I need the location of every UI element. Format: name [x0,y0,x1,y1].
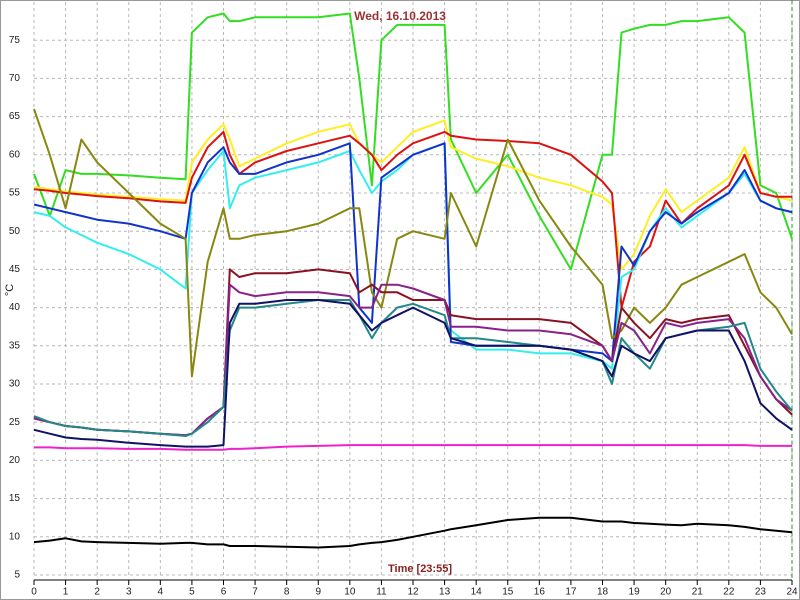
x-tick-label: 3 [126,587,132,598]
x-tick-label: 20 [660,587,672,598]
y-tick-label: 60 [9,149,21,160]
series-line [34,444,792,451]
y-tick-label: 70 [9,73,21,84]
x-tick-label: 23 [755,587,767,598]
y-tick-label: 30 [9,379,21,390]
x-tick-label: 2 [94,587,100,598]
series-line [33,142,793,370]
series-line [33,12,793,271]
lines [33,12,793,549]
y-tick-label: 65 [9,111,21,122]
x-tick-label: 21 [692,587,704,598]
x-tick-label: 18 [597,587,609,598]
x-tick-label: 15 [502,587,514,598]
x-tick-label: 7 [252,587,258,598]
x-tick-label: 9 [315,587,321,598]
series-line [33,130,792,309]
x-tick-label: 19 [629,587,641,598]
y-tick-label: 35 [9,340,21,351]
series-line [33,142,793,363]
chart-title: Wed, 16.10.2013 [354,9,446,23]
x-tick-label: 10 [344,587,356,598]
x-tick-label: 24 [786,587,798,598]
x-tick-label: 22 [723,587,735,598]
x-tick-label: 6 [221,587,227,598]
x-tick-label: 0 [31,587,37,598]
x-tick-label: 12 [407,587,419,598]
x-tick-label: 5 [189,587,195,598]
y-tick-label: 10 [9,531,21,542]
y-tick-label: 50 [9,226,21,237]
grid [33,2,793,576]
series-line [33,119,793,271]
y-tick-label: 45 [9,264,21,275]
x-tick-label: 1 [63,587,69,598]
y-tick-label: 15 [9,493,21,504]
series-line [33,516,793,549]
y-tick-label: 75 [9,35,21,46]
x-tick-label: 11 [376,587,387,598]
y-tick-label: 25 [9,417,21,428]
y-axis-label: °C [4,284,16,296]
x-tick-label: 17 [565,587,577,598]
series-line [33,299,793,448]
y-tick-label: 55 [9,188,21,199]
x-tick-label: 14 [471,587,483,598]
x-axis-label: Time [23:55] [388,563,452,575]
x-tick-label: 4 [158,587,164,598]
series-line [33,108,793,378]
x-tick-label: 16 [534,587,546,598]
y-tick-label: 40 [9,302,21,313]
x-tick-label: 8 [284,587,290,598]
y-tick-label: 20 [9,455,21,466]
y-tick-label: 5 [14,570,20,581]
x-tick-label: 13 [439,587,451,598]
